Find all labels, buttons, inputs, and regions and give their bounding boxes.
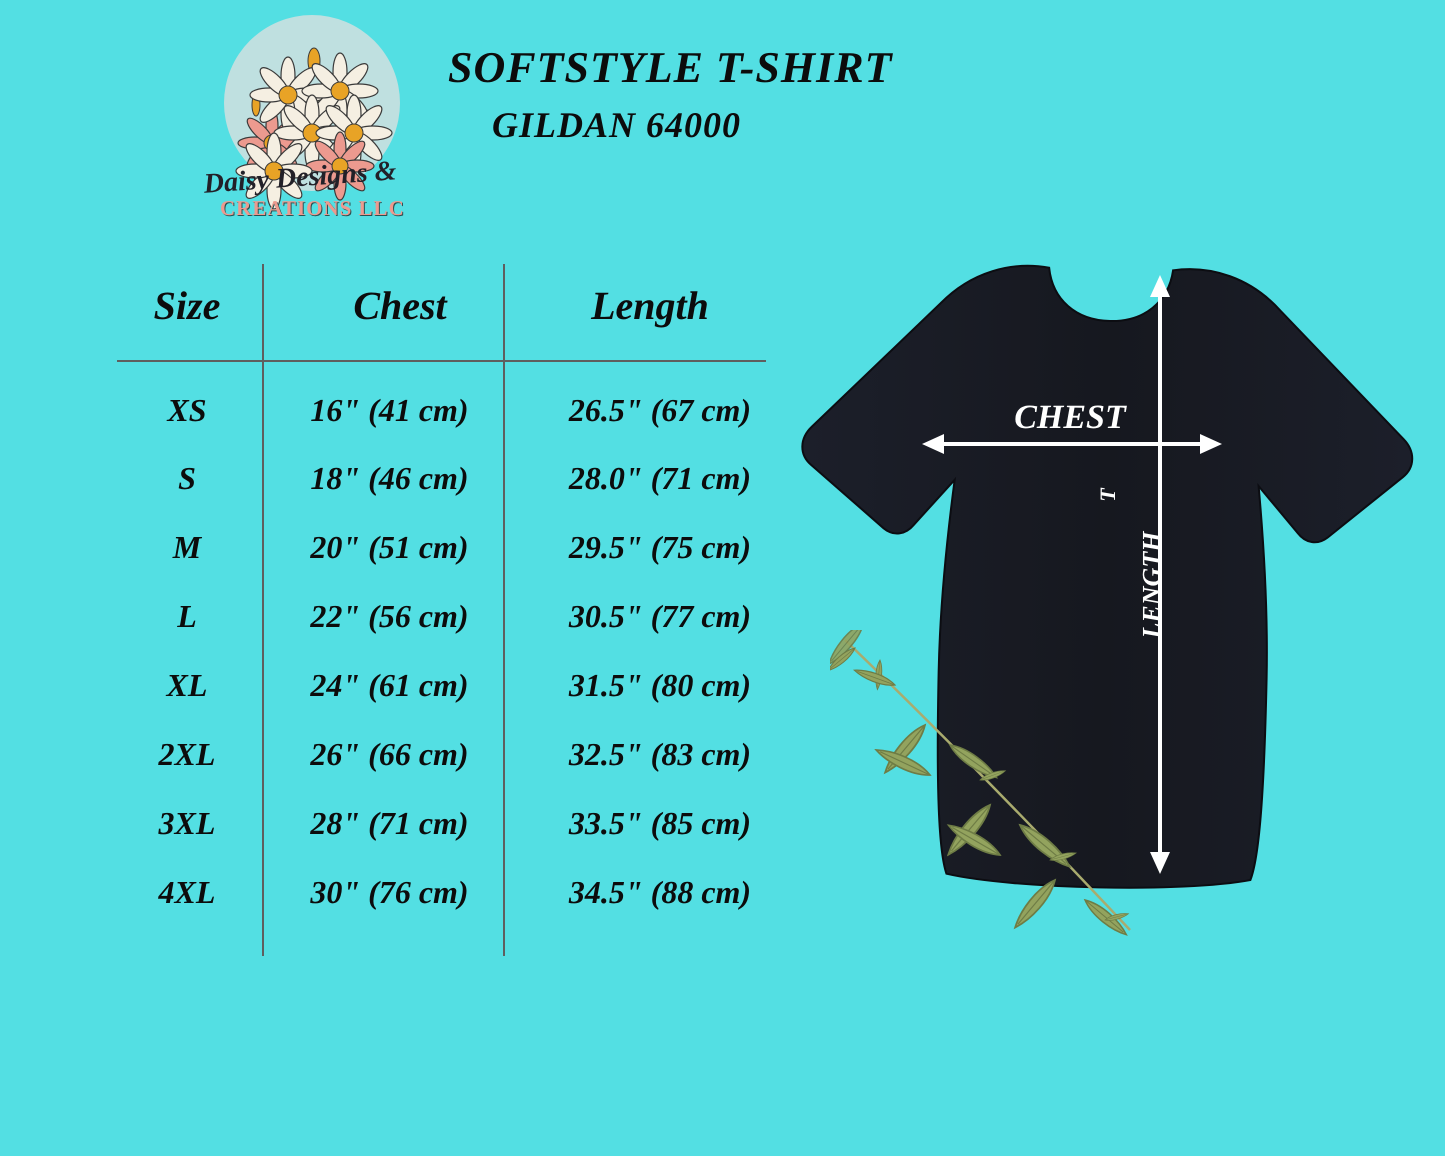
svg-text:CHEST: CHEST bbox=[1014, 399, 1127, 436]
svg-text:T: T bbox=[1095, 487, 1120, 502]
svg-text:LENGTH: LENGTH bbox=[1137, 531, 1166, 640]
